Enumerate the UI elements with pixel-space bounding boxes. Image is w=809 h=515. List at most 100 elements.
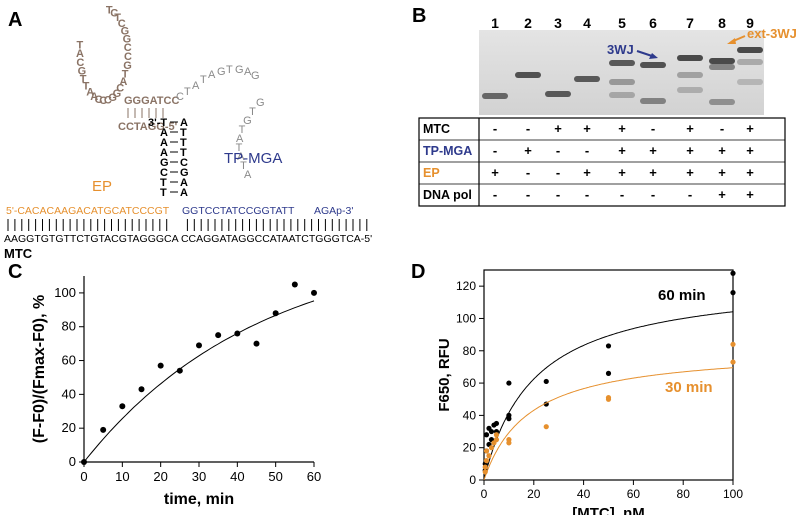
table-cell: + (554, 121, 562, 136)
hairpin-base: G (121, 25, 130, 37)
panel-b-label: B (412, 5, 426, 27)
x-tick-label: 60 (627, 487, 641, 501)
gel-band (677, 87, 703, 93)
table-cell: - (526, 187, 530, 202)
stem-lower-seq: CCTAGG-5' (118, 121, 178, 133)
hairpin-base: G (108, 92, 117, 104)
y-tick-label: 60 (463, 376, 477, 390)
loop-right-base: G (256, 97, 265, 109)
table-cell: - (556, 187, 560, 202)
panel-b: B 1 2 3 4 5 6 7 8 9 3WJ ext-3WJ MTC - - + + + - + - + TP-M… (412, 5, 797, 207)
data-point (311, 289, 317, 296)
table-cell: + (686, 121, 694, 136)
gel-band (709, 99, 735, 105)
junction-left-base: T (160, 187, 167, 199)
ep-strand-seq: 5'-CACACAAGACATGCATCCCGT (6, 205, 170, 217)
hairpin-base: G (113, 88, 122, 100)
gel-band (574, 76, 600, 82)
lane-number: 7 (686, 15, 694, 31)
junction-right-base: G (180, 167, 189, 179)
gel-band (737, 59, 763, 65)
gel-band (737, 47, 763, 53)
table-cell: - (493, 187, 497, 202)
data-point (138, 386, 145, 393)
table-cell: - (585, 187, 589, 202)
panel-c-label: C (8, 261, 22, 283)
x-axis-label: time, min (164, 491, 234, 508)
data-point (543, 378, 549, 385)
x-tick-label: 50 (268, 469, 282, 484)
hairpin-base: T (80, 74, 87, 86)
tp-mga-label: TP-MGA (224, 150, 282, 167)
x-tick-label: 40 (577, 487, 591, 501)
lane-number: 6 (649, 15, 657, 31)
data-point (234, 330, 241, 337)
table-cell: + (746, 187, 754, 202)
loop-right-base: T (240, 160, 247, 172)
table-cell: - (526, 165, 530, 180)
y-axis-label: (F-F0)/(Fmax-F0), % (31, 295, 48, 443)
table-cell: + (649, 143, 657, 158)
lane-number: 1 (491, 15, 499, 31)
junction-left-base: C (160, 167, 168, 179)
data-point (119, 403, 126, 410)
fit-line (83, 300, 315, 463)
data-point (483, 448, 490, 454)
hairpin-base: A (90, 91, 98, 103)
x-tick-label: 40 (230, 469, 244, 484)
y-tick-label: 20 (463, 441, 477, 455)
table-cell: + (524, 143, 532, 158)
data-point (483, 458, 490, 464)
hairpin-base: C (110, 8, 118, 20)
data-point (215, 332, 222, 339)
table-cell: + (618, 165, 626, 180)
table-cell: + (718, 165, 726, 180)
data-point (291, 281, 298, 288)
table-cell: + (618, 121, 626, 136)
y-tick-label: 100 (456, 311, 476, 325)
gel-band (737, 79, 763, 85)
table-cell: - (720, 121, 724, 136)
junction-left-base: 3'-T (148, 117, 167, 129)
table-cell: + (618, 143, 626, 158)
gel-band (609, 60, 635, 66)
data-point (100, 426, 107, 433)
hairpin-base: G (123, 60, 132, 72)
plot-frame (483, 269, 734, 481)
hairpin-base: G (78, 66, 87, 78)
ep-label: EP (92, 178, 112, 195)
y-tick-label: 20 (62, 420, 76, 435)
gel-band (677, 72, 703, 78)
table-row-label: DNA pol (423, 188, 472, 202)
hairpin-base: A (119, 76, 127, 88)
gel-band (545, 91, 571, 97)
hairpin-base: C (99, 95, 107, 107)
loop-top-seq: CTAT A GT G AG (176, 64, 260, 103)
y-tick-label: 60 (62, 353, 76, 368)
loop-right-base: T (239, 124, 246, 136)
lane-number: 2 (524, 15, 532, 31)
data-point (272, 310, 279, 317)
data-point (730, 290, 736, 296)
hairpin-base: C (118, 18, 126, 30)
data-point (176, 367, 183, 374)
loop-right-base: A (236, 133, 244, 145)
table-cell: - (493, 121, 497, 136)
x-axis-label: [MTC], nM (572, 505, 644, 515)
mtc-strand-seq: AAGGTGTGTTCTGTACGTAGGGCA CCAGGATAGGCCATA… (4, 233, 372, 245)
gel-band (640, 98, 666, 104)
table-cell: + (686, 165, 694, 180)
tp-strand-seq: GGTCCTATCCGGTATT (182, 205, 295, 217)
data-point (730, 270, 736, 276)
3wj-label: 3WJ (607, 42, 634, 57)
loop-right-base: T (249, 106, 256, 118)
table-cell: + (649, 165, 657, 180)
table-row-label: EP (423, 166, 440, 180)
junction-left-base: G (160, 157, 169, 169)
stem-upper-seq: GGGATCC (124, 95, 179, 107)
x-tick-label: 10 (115, 469, 129, 484)
table-cell: - (493, 143, 497, 158)
y-tick-label: 40 (463, 408, 477, 422)
table-row-label: TP-MGA (423, 144, 472, 158)
junction-right-base: T (180, 127, 187, 139)
